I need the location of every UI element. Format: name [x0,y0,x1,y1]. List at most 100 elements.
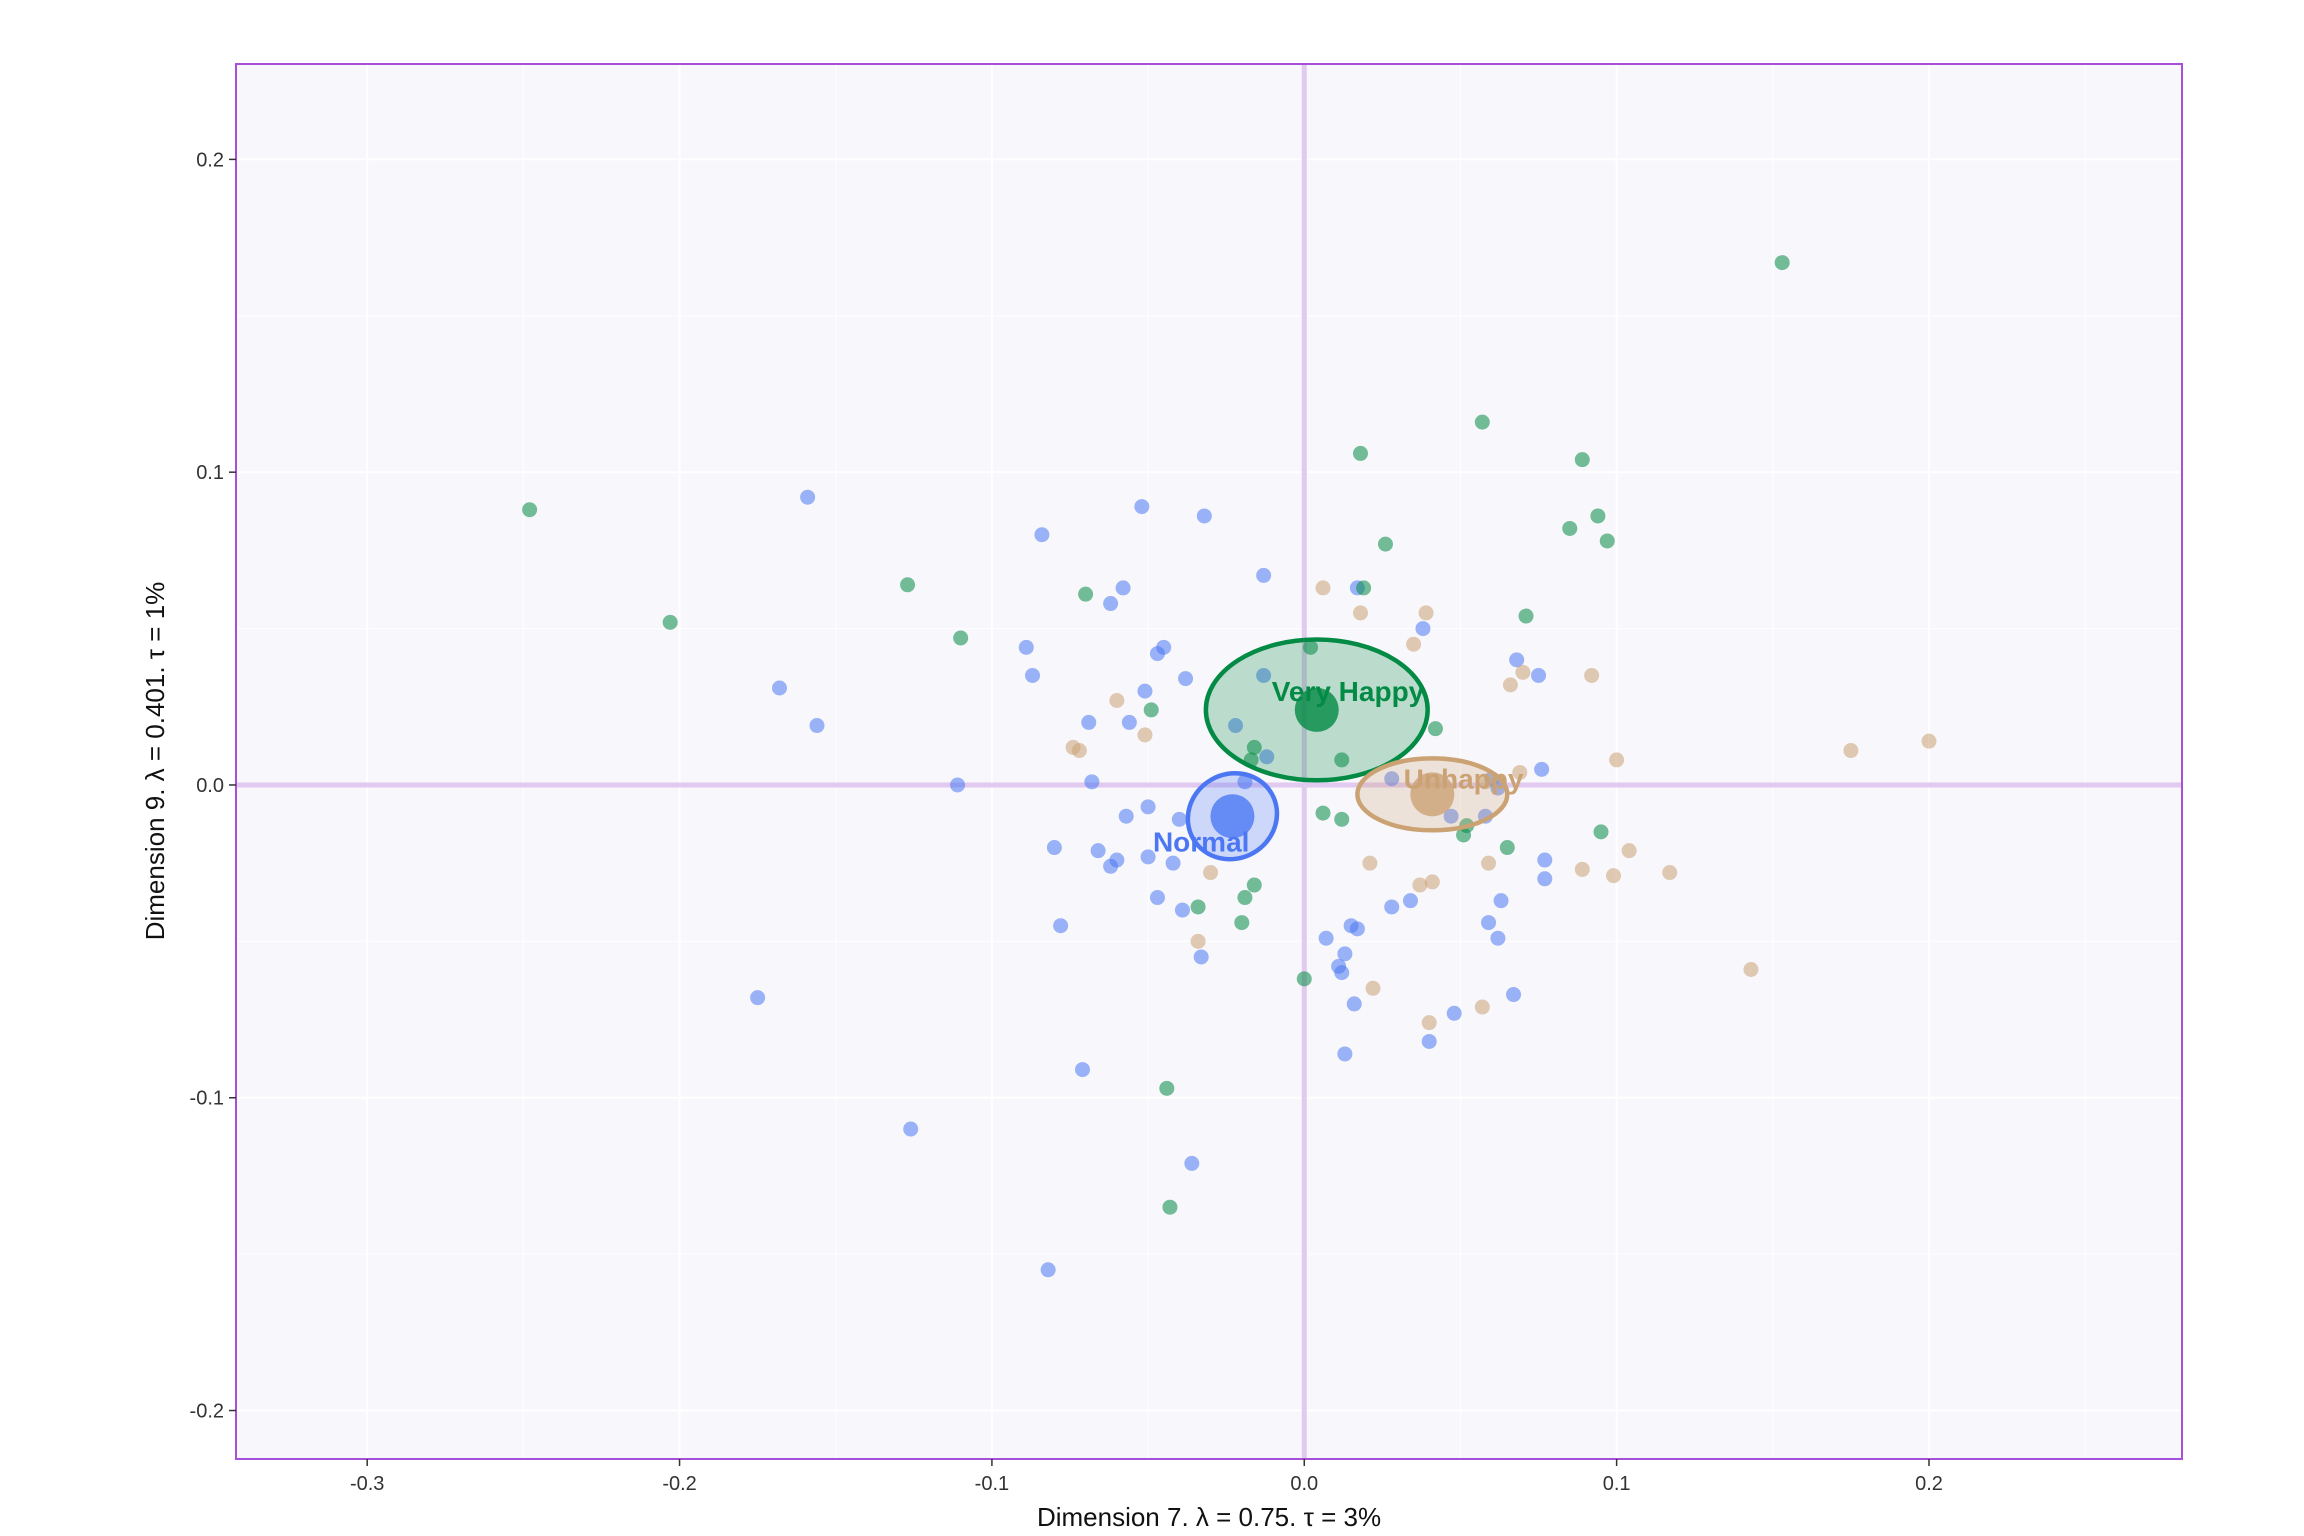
data-point-normal [1025,667,1041,683]
data-point-normal [1256,667,1272,683]
data-point-normal [903,1121,919,1137]
data-point-normal [1193,949,1209,965]
data-point-normal [1334,965,1350,981]
data-point-very-happy [1518,608,1534,624]
data-point-unhappy [1621,843,1637,859]
y-axis-ticks: -0.2 -0.1 0.0 0.1 0.2 [190,149,236,1423]
y-tick-label: 0.1 [196,462,224,484]
data-point-very-happy [1590,508,1606,524]
data-point-unhappy [1203,865,1219,881]
data-point-unhappy [1609,752,1625,768]
data-point-normal [1415,621,1431,637]
plot-panel [236,64,2182,1459]
data-point-normal [1384,771,1400,787]
data-point-unhappy [1515,664,1531,680]
data-point-unhappy [1843,743,1859,759]
data-point-normal [1103,858,1119,874]
data-point-very-happy [1162,1199,1178,1215]
data-point-unhappy [1574,861,1590,877]
data-point-normal [1506,987,1522,1003]
y-tick-label: 0.2 [196,149,224,171]
data-point-very-happy [1190,899,1206,915]
zero-reference-lines [236,64,2182,1459]
data-point-unhappy [1137,727,1153,743]
data-point-normal [1053,918,1069,934]
data-point-very-happy [953,630,969,646]
data-point-normal [1346,996,1362,1012]
data-point-normal [1402,893,1418,909]
data-point-normal [1084,774,1100,790]
plot-panel-border [235,63,2183,1460]
data-point-very-happy [1234,915,1250,931]
y-axis-title: Dimension 9. λ = 0.401. τ = 1% [140,582,170,941]
data-point-normal [1537,852,1553,868]
x-axis-title: Dimension 7. λ = 0.75. τ = 3% [1037,1502,1381,1532]
data-point-very-happy [1352,445,1368,461]
data-point-unhappy [1418,605,1434,621]
data-point-normal [1349,921,1365,937]
data-point-unhappy [1109,693,1125,709]
data-point-very-happy [900,577,916,593]
data-point-unhappy [1474,999,1490,1015]
data-point-normal [1196,508,1212,524]
data-point-normal [1537,871,1553,887]
data-point-very-happy [1356,580,1372,596]
data-point-normal [1165,855,1181,871]
data-point-normal [1115,580,1131,596]
data-point-unhappy [1365,980,1381,996]
group-centroids [1210,687,1455,839]
y-tick-label: 0.0 [196,775,224,797]
data-point-normal [1156,639,1172,655]
data-point-very-happy [1334,752,1350,768]
grid-minor-lines [236,64,2182,1459]
data-point-normal [1081,714,1097,730]
data-point-normal [1509,652,1525,668]
data-point-normal [1149,890,1165,906]
data-point-very-happy [1562,520,1578,536]
data-point-unhappy [1921,733,1937,749]
data-point-normal [1421,1033,1437,1049]
data-point-normal [1018,639,1034,655]
data-point-unhappy [1190,933,1206,949]
data-point-very-happy [1574,452,1590,468]
x-tick-label: -0.1 [975,1473,1009,1495]
x-axis-ticks: -0.3 -0.2 -0.1 0.0 0.1 0.2 [350,1459,1943,1495]
data-point-very-happy [1774,255,1790,271]
data-point-normal [1074,1062,1090,1078]
x-tick-label: 0.0 [1290,1473,1318,1495]
data-point-unhappy [1406,636,1422,652]
data-point-normal [950,777,966,793]
data-point-normal [1228,718,1244,734]
data-points [522,255,1937,1278]
data-point-unhappy [1502,677,1518,693]
data-point-very-happy [1296,971,1312,987]
x-tick-label: -0.3 [350,1473,384,1495]
data-point-normal [1493,893,1509,909]
data-point-very-happy [1427,721,1443,737]
data-point-very-happy [1143,702,1159,718]
data-point-normal [1490,780,1506,796]
data-point-normal [750,990,766,1006]
data-point-normal [1337,946,1353,962]
data-point-normal [1531,667,1547,683]
group-label-normal: Normal [1153,826,1249,857]
data-point-normal [1337,1046,1353,1062]
data-point-normal [1134,499,1150,515]
data-point-normal [1137,683,1153,699]
data-point-very-happy [1334,811,1350,827]
data-point-normal [1318,930,1334,946]
centroid-normal [1210,794,1255,839]
centroid-very-happy [1294,687,1339,732]
data-point-very-happy [1456,827,1472,843]
y-tick-label: -0.2 [190,1401,224,1423]
data-point-unhappy [1352,605,1368,621]
group-label-unhappy: Unhappy [1404,764,1524,795]
data-point-normal [1040,1262,1056,1278]
data-point-normal [1171,811,1187,827]
data-point-normal [1103,596,1119,612]
centroid-unhappy [1410,772,1455,817]
data-point-very-happy [1246,739,1262,755]
data-point-normal [1140,799,1156,815]
data-point-very-happy [1499,840,1515,856]
data-point-unhappy [1412,877,1428,893]
